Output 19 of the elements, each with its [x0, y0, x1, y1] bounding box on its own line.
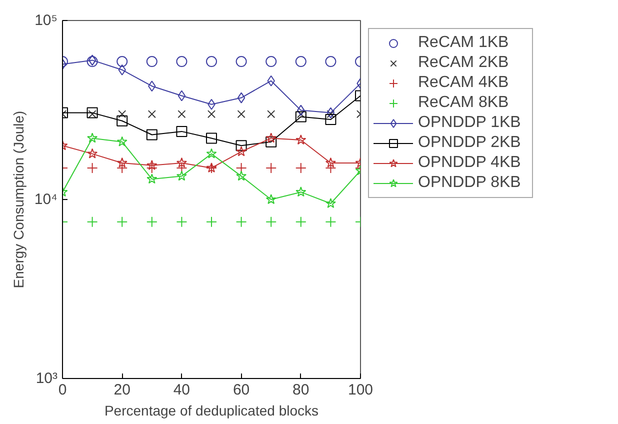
x-tick-label: 100 [348, 382, 374, 398]
legend-label: OPNDDP 1KB [418, 114, 522, 132]
x-tick-label: 0 [58, 382, 67, 398]
x-tick-label: 60 [232, 382, 250, 398]
x-tick-label: 80 [292, 382, 310, 398]
legend-label: ReCAM 1KB [418, 34, 510, 52]
x-tick-label: 40 [173, 382, 190, 398]
x-tick-label: 20 [114, 382, 130, 398]
y-tick-label: 10⁴ [34, 191, 58, 208]
y-tick-label: 10⁵ [34, 12, 58, 29]
legend-label: OPNDDP 4KB [418, 154, 522, 172]
y-tick-label: 10³ [36, 370, 58, 387]
legend-label: OPNDDP 2KB [418, 134, 522, 152]
legend-label: OPNDDP 8KB [418, 174, 522, 192]
x-axis-title: Percentage of deduplicated blocks [104, 402, 319, 418]
y-axis-title: Energy Consumption (Joule) [10, 110, 26, 288]
legend-label: ReCAM 4KB [418, 74, 510, 92]
legend-label: ReCAM 8KB [418, 94, 510, 112]
legend-label: ReCAM 2KB [418, 54, 510, 72]
